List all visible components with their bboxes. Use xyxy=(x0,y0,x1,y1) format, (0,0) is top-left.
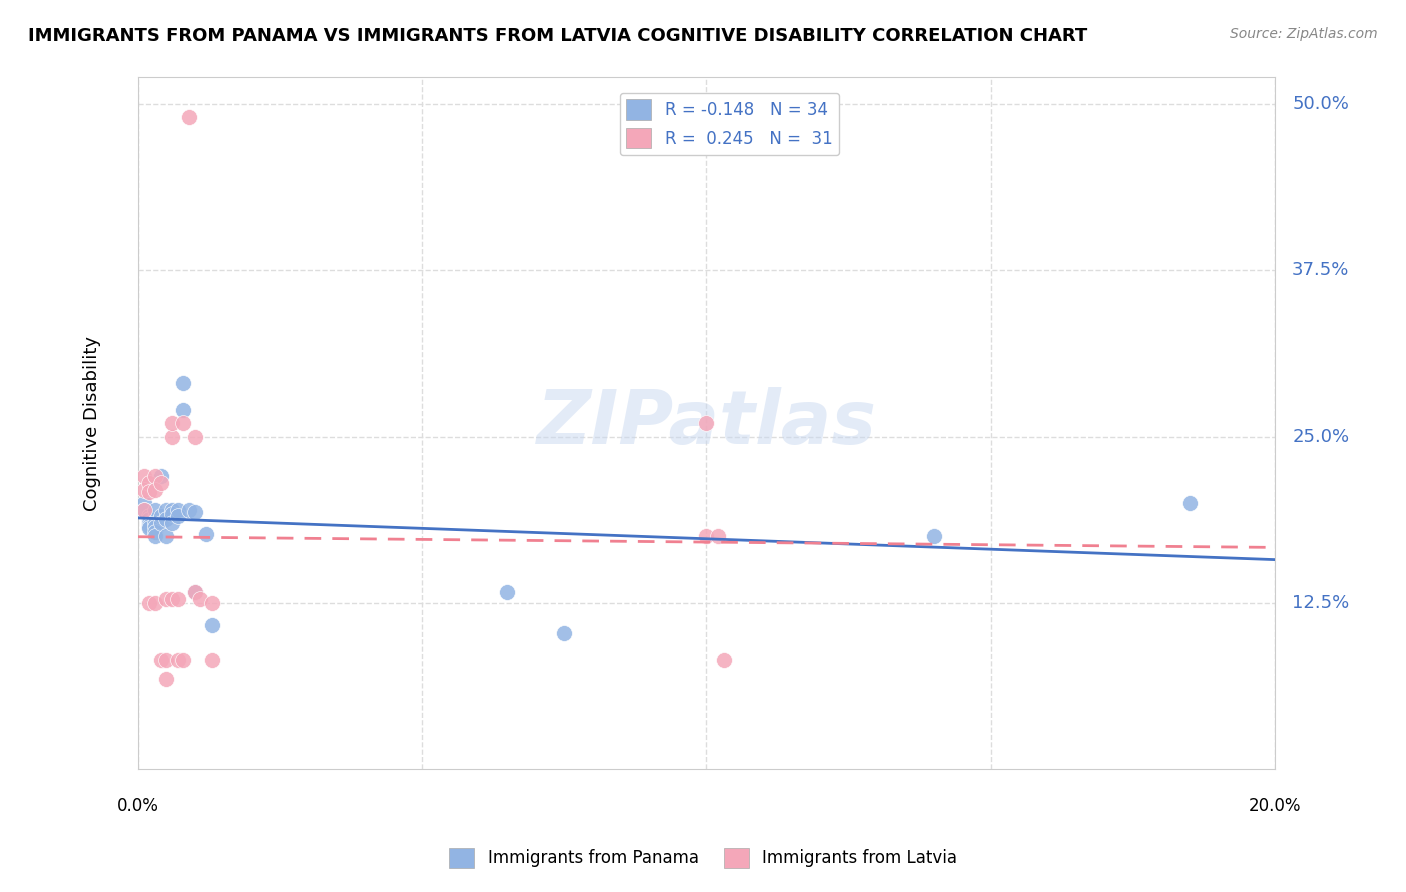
Point xyxy=(155,502,177,516)
Text: 50.0%: 50.0% xyxy=(1292,95,1348,113)
Point xyxy=(695,529,717,543)
Point xyxy=(143,525,166,540)
Point xyxy=(166,509,188,524)
Text: 37.5%: 37.5% xyxy=(1292,261,1350,279)
Text: 12.5%: 12.5% xyxy=(1292,594,1350,612)
Text: 20.0%: 20.0% xyxy=(1249,797,1302,814)
Point xyxy=(160,507,183,521)
Point xyxy=(155,512,177,526)
Point xyxy=(149,469,172,483)
Point xyxy=(132,469,155,483)
Point xyxy=(201,653,224,667)
Point xyxy=(1178,496,1201,510)
Point xyxy=(155,591,177,606)
Point xyxy=(149,653,172,667)
Point xyxy=(177,502,200,516)
Point xyxy=(138,521,160,535)
Point xyxy=(172,653,194,667)
Point xyxy=(149,476,172,491)
Point xyxy=(138,509,160,524)
Point xyxy=(166,591,188,606)
Point xyxy=(149,516,172,530)
Point xyxy=(184,585,207,599)
Text: IMMIGRANTS FROM PANAMA VS IMMIGRANTS FROM LATVIA COGNITIVE DISABILITY CORRELATIO: IMMIGRANTS FROM PANAMA VS IMMIGRANTS FRO… xyxy=(28,27,1087,45)
Point xyxy=(496,585,519,599)
Text: 0.0%: 0.0% xyxy=(117,797,159,814)
Point xyxy=(138,516,160,530)
Point xyxy=(160,502,183,516)
Legend: Immigrants from Panama, Immigrants from Latvia: Immigrants from Panama, Immigrants from … xyxy=(443,841,963,875)
Point xyxy=(132,502,155,516)
Text: Source: ZipAtlas.com: Source: ZipAtlas.com xyxy=(1230,27,1378,41)
Point xyxy=(160,429,183,443)
Text: Cognitive Disability: Cognitive Disability xyxy=(83,335,101,511)
Point xyxy=(143,520,166,534)
Point xyxy=(143,596,166,610)
Point xyxy=(155,529,177,543)
Point xyxy=(132,502,155,516)
Text: ZIPatlas: ZIPatlas xyxy=(537,387,876,459)
Point xyxy=(201,618,224,632)
Point xyxy=(195,526,218,541)
Legend: R = -0.148   N = 34, R =  0.245   N =  31: R = -0.148 N = 34, R = 0.245 N = 31 xyxy=(620,93,839,155)
Point xyxy=(160,417,183,431)
Point xyxy=(190,591,212,606)
Point xyxy=(143,483,166,497)
Point xyxy=(143,529,166,543)
Point xyxy=(166,653,188,667)
Point xyxy=(922,529,945,543)
Point xyxy=(184,505,207,519)
Point xyxy=(177,111,200,125)
Point xyxy=(138,476,160,491)
Point xyxy=(132,483,155,497)
Point xyxy=(138,518,160,533)
Point xyxy=(160,516,183,530)
Point xyxy=(155,653,177,667)
Point xyxy=(553,626,575,640)
Point xyxy=(149,509,172,524)
Point xyxy=(143,469,166,483)
Point xyxy=(172,376,194,391)
Point xyxy=(713,653,735,667)
Point xyxy=(143,502,166,516)
Point xyxy=(138,512,160,526)
Point xyxy=(143,516,166,530)
Point xyxy=(184,429,207,443)
Point xyxy=(160,591,183,606)
Point xyxy=(172,417,194,431)
Point xyxy=(184,585,207,599)
Point xyxy=(201,596,224,610)
Point xyxy=(132,496,155,510)
Point xyxy=(138,485,160,500)
Point xyxy=(172,403,194,417)
Point xyxy=(707,529,730,543)
Point xyxy=(166,502,188,516)
Point xyxy=(155,672,177,686)
Text: 25.0%: 25.0% xyxy=(1292,427,1350,446)
Point xyxy=(138,596,160,610)
Point xyxy=(695,417,717,431)
